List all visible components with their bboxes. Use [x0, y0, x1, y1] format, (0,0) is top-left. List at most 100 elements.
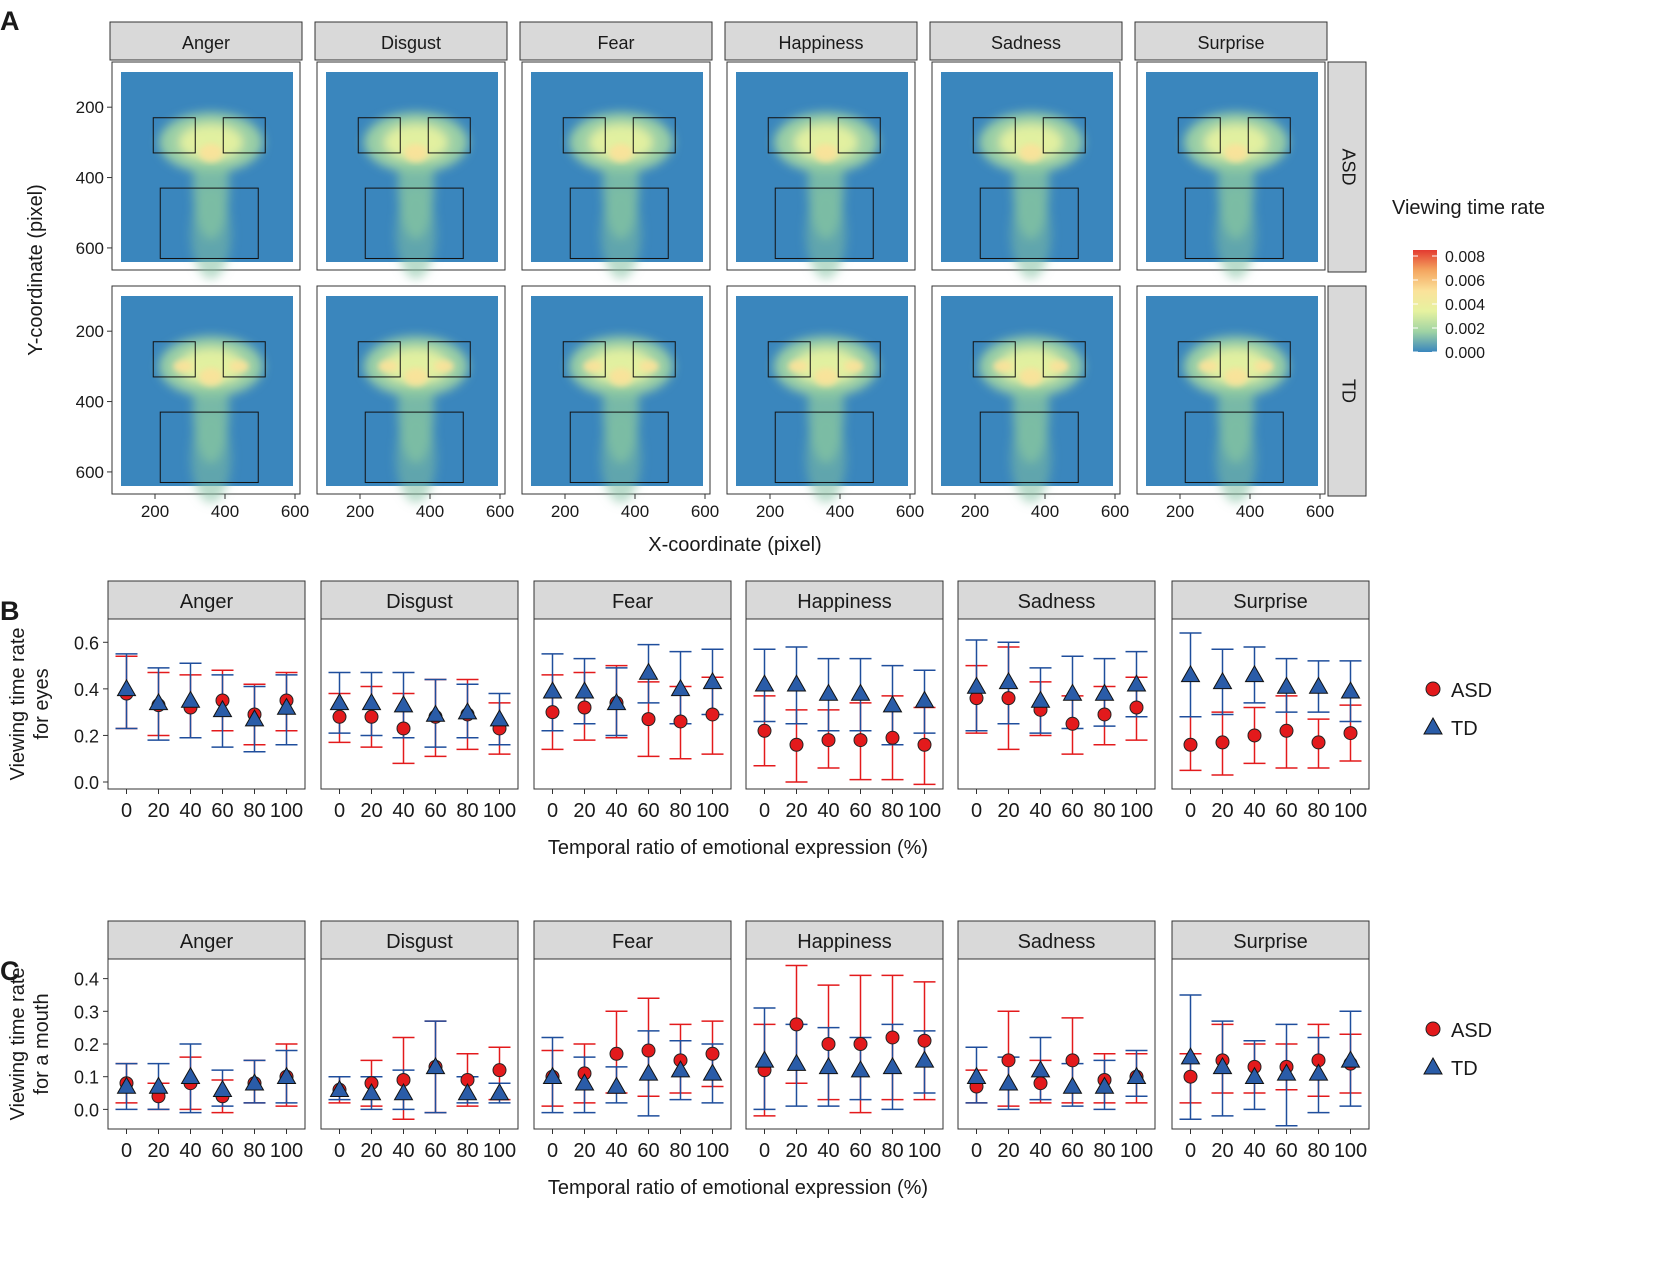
- aoi-mouth: [159, 187, 259, 259]
- x-tick-label: 400: [416, 502, 444, 521]
- heatmap-hotspots: [173, 360, 249, 386]
- td-point: [393, 695, 414, 713]
- legend-td-marker: [1423, 716, 1443, 735]
- td-point: [1340, 1050, 1361, 1068]
- x-tick-label: 40: [1029, 1140, 1051, 1162]
- strip-surprise: [1171, 580, 1370, 620]
- hotspot-right-eye: [1254, 360, 1274, 373]
- x-tick-label: 20: [1211, 1140, 1233, 1162]
- strip-label-fear: Fear: [597, 33, 634, 53]
- td-point: [148, 1076, 169, 1094]
- strip-label-surprise: Surprise: [1233, 591, 1307, 613]
- strip-fear: [533, 920, 732, 960]
- asd-point: [673, 714, 688, 729]
- x-tick-label: 60: [637, 800, 659, 822]
- heat-legend-title: Viewing time rate: [1392, 197, 1545, 219]
- density-glow-mouth: [1216, 412, 1256, 503]
- td-point: [606, 692, 627, 711]
- td-point: [754, 674, 775, 692]
- aoi-left-eye: [767, 117, 811, 154]
- density-glow-mouth: [601, 188, 641, 279]
- aoi-mouth: [979, 411, 1079, 483]
- x-tick-label: 60: [211, 1140, 233, 1162]
- asd-point: [1001, 1053, 1016, 1068]
- density-glow-mouth: [396, 188, 436, 279]
- td-point: [361, 692, 382, 711]
- hotspot-right-eye: [434, 360, 454, 373]
- aoi-right-eye: [837, 341, 881, 378]
- x-tick-label: 0: [759, 1140, 770, 1162]
- x-tick-label: 100: [908, 800, 941, 822]
- asd-point: [1097, 707, 1112, 722]
- asd-point: [885, 1030, 900, 1045]
- strip-label-happiness: Happiness: [778, 33, 863, 53]
- td-point: [1276, 1063, 1297, 1081]
- td-point: [1180, 664, 1201, 683]
- hotspot-right-eye: [844, 360, 864, 373]
- td-point: [998, 671, 1019, 690]
- strip-label-sadness: Sadness: [1018, 931, 1096, 953]
- heatmap-hotspots: [378, 360, 454, 386]
- x-tick-label: 100: [696, 800, 729, 822]
- x-tick-label: 600: [896, 502, 924, 521]
- asd-point: [1215, 735, 1230, 750]
- td-point: [276, 1066, 297, 1084]
- hotspot-left-eye: [993, 360, 1013, 373]
- heatmap-hotspots: [199, 143, 223, 162]
- hotspot-center: [1019, 143, 1043, 162]
- td-point: [638, 1063, 659, 1081]
- x-tick-label: 20: [573, 1140, 595, 1162]
- x-tick-label: 400: [621, 502, 649, 521]
- y-tick-label: 0.1: [74, 1068, 99, 1088]
- x-tick-label: 80: [669, 1140, 691, 1162]
- asd-point: [885, 730, 900, 745]
- facet-frame-surprise: [1171, 618, 1370, 790]
- hotspot-left-eye: [173, 360, 193, 373]
- td-point: [244, 709, 265, 727]
- td-point: [393, 1083, 414, 1101]
- hotspot-center: [1224, 367, 1248, 386]
- td-point: [606, 1076, 627, 1094]
- asd-point: [396, 721, 411, 736]
- asd-point: [492, 1063, 507, 1078]
- aoi-mouth: [1184, 411, 1284, 483]
- x-tick-label: 60: [424, 800, 446, 822]
- x-tick-label: 0: [334, 1140, 345, 1162]
- x-tick-label: 0: [1185, 800, 1196, 822]
- x-tick-label: 20: [360, 800, 382, 822]
- aoi-right-eye: [632, 341, 676, 378]
- legend-td-label: TD: [1451, 718, 1478, 740]
- td-point: [180, 690, 201, 708]
- strip-surprise: [1171, 920, 1370, 960]
- td-point: [1030, 1060, 1051, 1078]
- td-point: [754, 1050, 775, 1068]
- hotspot-left-eye: [378, 360, 398, 373]
- heat-legend-colorbar: [1413, 250, 1437, 352]
- density-glow-mouth: [806, 412, 846, 503]
- heatmap-happiness-td: [726, 285, 916, 503]
- asd-point: [705, 1046, 720, 1061]
- x-tick-label: 20: [785, 800, 807, 822]
- hotspot-center: [1224, 143, 1248, 162]
- aoi-mouth: [569, 187, 669, 259]
- x-tick-label: 0: [759, 800, 770, 822]
- x-tick-label: 20: [1211, 800, 1233, 822]
- x-axis-title: Temporal ratio of emotional expression (…: [548, 837, 928, 859]
- facet-frame-disgust: [320, 958, 519, 1130]
- strip-happiness: [745, 580, 944, 620]
- heatmap-hotspots: [1019, 143, 1043, 162]
- x-tick-label: 200: [551, 502, 579, 521]
- hotspot-center: [609, 367, 633, 386]
- y-tick-label: 600: [76, 239, 104, 258]
- x-tick-label: 40: [179, 1140, 201, 1162]
- heatmap-hotspots: [609, 143, 633, 162]
- density-glow-mouth: [1011, 188, 1051, 279]
- aoi-mouth: [364, 411, 464, 483]
- td-point: [818, 1056, 839, 1075]
- x-tick-label: 80: [456, 1140, 478, 1162]
- facet-frame-disgust: [320, 618, 519, 790]
- row-strip-td: [1327, 285, 1367, 497]
- facet-frame-happiness: [745, 618, 944, 790]
- hotspot-center: [609, 143, 633, 162]
